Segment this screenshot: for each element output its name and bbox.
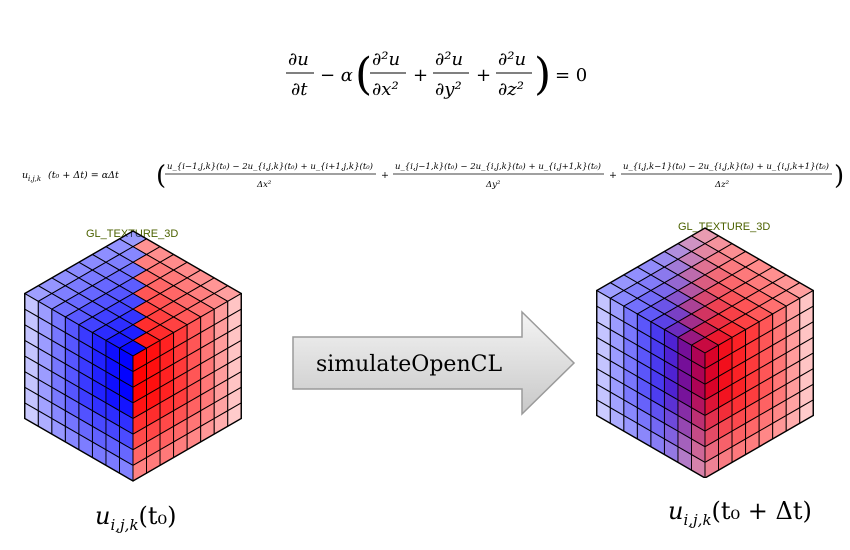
- right-face: [704, 289, 814, 478]
- discrete-update-equation: u i,j,k (t₀ + Δt) = αΔt ( u_{i−1,j,k}(t₀…: [22, 161, 844, 191]
- left-caption: ui,j,k(t₀): [95, 502, 177, 534]
- paren-open: (: [355, 49, 372, 100]
- top-face: [595, 227, 815, 354]
- big-paren-open: (: [156, 161, 166, 191]
- simulate-arrow: simulateOpenCL: [292, 310, 576, 416]
- right-face: [132, 292, 242, 482]
- dudt-numerator: ∂u: [288, 49, 309, 70]
- plus-y: +: [609, 170, 617, 181]
- d2udx2-numerator: ∂²u: [372, 49, 400, 70]
- d2udy2-denominator: ∂y²: [435, 79, 462, 100]
- left-voxel-cube: [23, 230, 243, 482]
- frac-y-denominator: Δy²: [485, 180, 501, 190]
- big-paren-close: ): [834, 161, 844, 191]
- d2udz2-denominator: ∂z²: [498, 79, 524, 100]
- frac-y-numerator: u_{i,j−1,k}(t₀) − 2u_{i,j,k}(t₀) + u_{i,…: [395, 161, 601, 172]
- right-voxel-cube: [595, 227, 815, 478]
- frac-z-denominator: Δz²: [714, 180, 730, 190]
- d2udz2-numerator: ∂²u: [498, 49, 526, 70]
- arrow-shape: [292, 310, 576, 416]
- right-caption-u: u: [668, 497, 684, 525]
- frac-x-denominator: Δx²: [256, 180, 272, 190]
- left-caption-subscript: i,j,k: [110, 516, 139, 534]
- lhs-subscript: i,j,k: [28, 175, 41, 183]
- d2udy2-numerator: ∂²u: [435, 49, 463, 70]
- frac-x-numerator: u_{i−1,j,k}(t₀) − 2u_{i,j,k}(t₀) + u_{i+…: [167, 161, 373, 172]
- paren-close: ): [534, 49, 551, 100]
- plus-2: +: [476, 65, 491, 86]
- minus-alpha: − α: [320, 65, 353, 86]
- right-caption-subscript: i,j,k: [683, 511, 712, 529]
- lhs-u: u: [22, 170, 28, 181]
- plus-1: +: [413, 65, 428, 86]
- dudt-denominator: ∂t: [291, 79, 308, 100]
- d2udx2-denominator: ∂x²: [372, 79, 399, 100]
- left-caption-u: u: [95, 502, 111, 530]
- right-caption-argument: (t₀ + Δt): [711, 497, 812, 525]
- heat-equation: ∂u ∂t − α ( ∂²u ∂x² + ∂²u ∂y² + ∂²u ∂z² …: [286, 49, 587, 100]
- right-caption: ui,j,k(t₀ + Δt): [668, 497, 812, 529]
- left-caption-argument: (t₀): [138, 502, 177, 530]
- left-face: [24, 292, 134, 482]
- arrow-label: simulateOpenCL: [316, 352, 503, 377]
- left-face: [596, 289, 706, 478]
- lhs-argument: (t₀ + Δt) = αΔt: [48, 170, 119, 181]
- equals-zero: = 0: [555, 65, 587, 86]
- plus-x: +: [381, 170, 389, 181]
- left-texture-label: GL_TEXTURE_3D: [86, 228, 178, 240]
- cube-outline: [24, 230, 242, 482]
- frac-z-numerator: u_{i,j,k−1}(t₀) − 2u_{i,j,k}(t₀) + u_{i,…: [623, 161, 829, 172]
- cube-outline: [596, 227, 814, 478]
